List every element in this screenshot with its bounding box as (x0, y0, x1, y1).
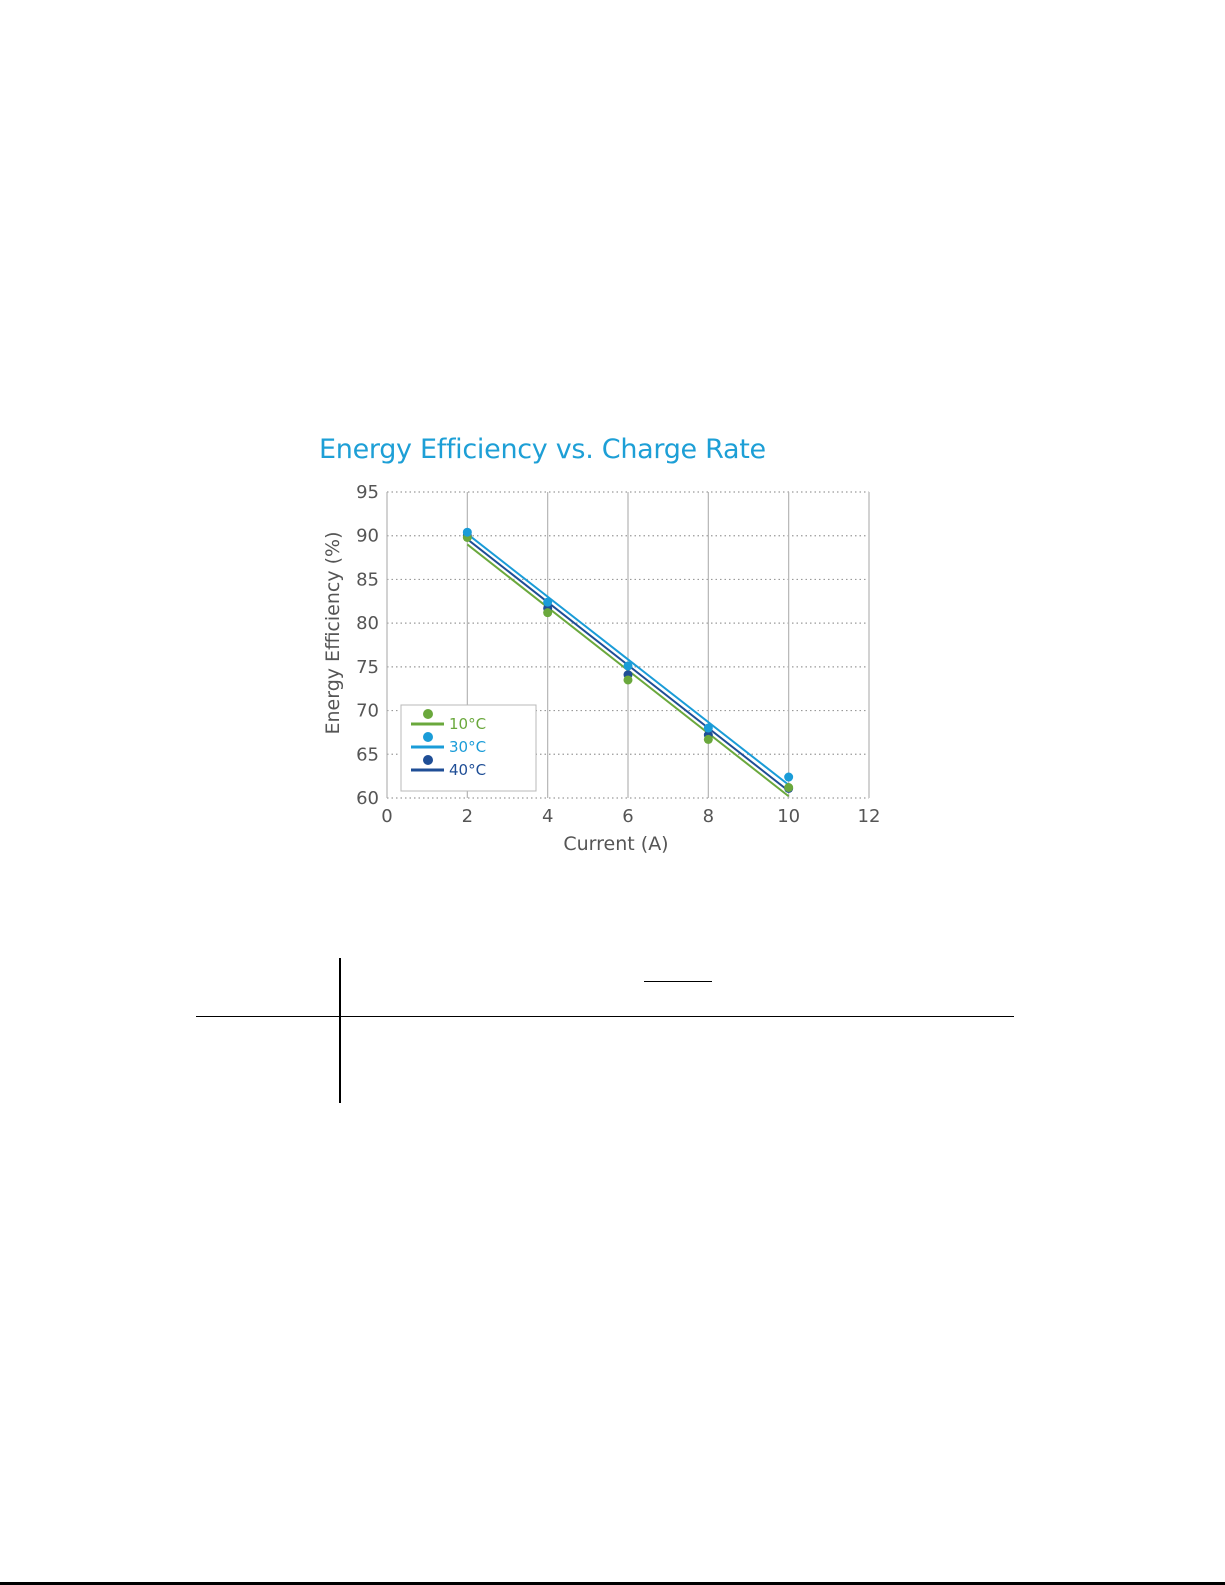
data-point (703, 723, 713, 733)
data-point (703, 734, 713, 744)
y-tick-label: 70 (356, 701, 379, 722)
tick-labels: 60 65 70 75 80 85 90 95 0 2 4 6 8 10 12 (356, 482, 880, 827)
x-tick-label: 10 (777, 806, 800, 827)
x-tick-label: 6 (622, 806, 633, 827)
x-tick-label: 0 (381, 806, 392, 827)
horizontal-rule (196, 1016, 1014, 1017)
grid-lines (386, 491, 870, 799)
data-points (462, 527, 794, 793)
legend-label: 10°C (449, 715, 486, 733)
y-tick-label: 65 (356, 744, 379, 765)
x-tick-label: 2 (462, 806, 473, 827)
data-point (543, 608, 553, 618)
page-bottom-rule (0, 1582, 1225, 1585)
legend-marker (423, 732, 433, 742)
data-point (623, 675, 633, 685)
x-tick-label: 12 (858, 806, 881, 827)
vertical-rule (339, 958, 341, 1103)
y-tick-label: 90 (356, 526, 379, 547)
data-point (543, 597, 553, 607)
y-tick-label: 75 (356, 657, 379, 678)
x-tick-label: 4 (542, 806, 553, 827)
chart-title: Energy Efficiency vs. Charge Rate (319, 434, 766, 465)
data-point (784, 783, 794, 793)
x-axis-label: Current (A) (563, 833, 668, 855)
y-axis-label: Energy Efficiency (%) (322, 532, 344, 735)
x-tick-label: 8 (703, 806, 714, 827)
y-tick-label: 80 (356, 613, 379, 634)
data-point (784, 772, 794, 782)
legend-marker (423, 755, 433, 765)
data-point (462, 527, 472, 537)
legend: 10°C 30°C 40°C (400, 704, 537, 792)
legend-marker (423, 709, 433, 719)
y-tick-label: 95 (356, 482, 379, 503)
y-tick-label: 60 (356, 788, 379, 809)
legend-label: 40°C (449, 761, 486, 779)
short-rule (644, 981, 712, 982)
fit-line (466, 533, 790, 786)
legend-label: 30°C (449, 738, 486, 756)
data-point (623, 661, 633, 671)
y-tick-label: 85 (356, 569, 379, 590)
